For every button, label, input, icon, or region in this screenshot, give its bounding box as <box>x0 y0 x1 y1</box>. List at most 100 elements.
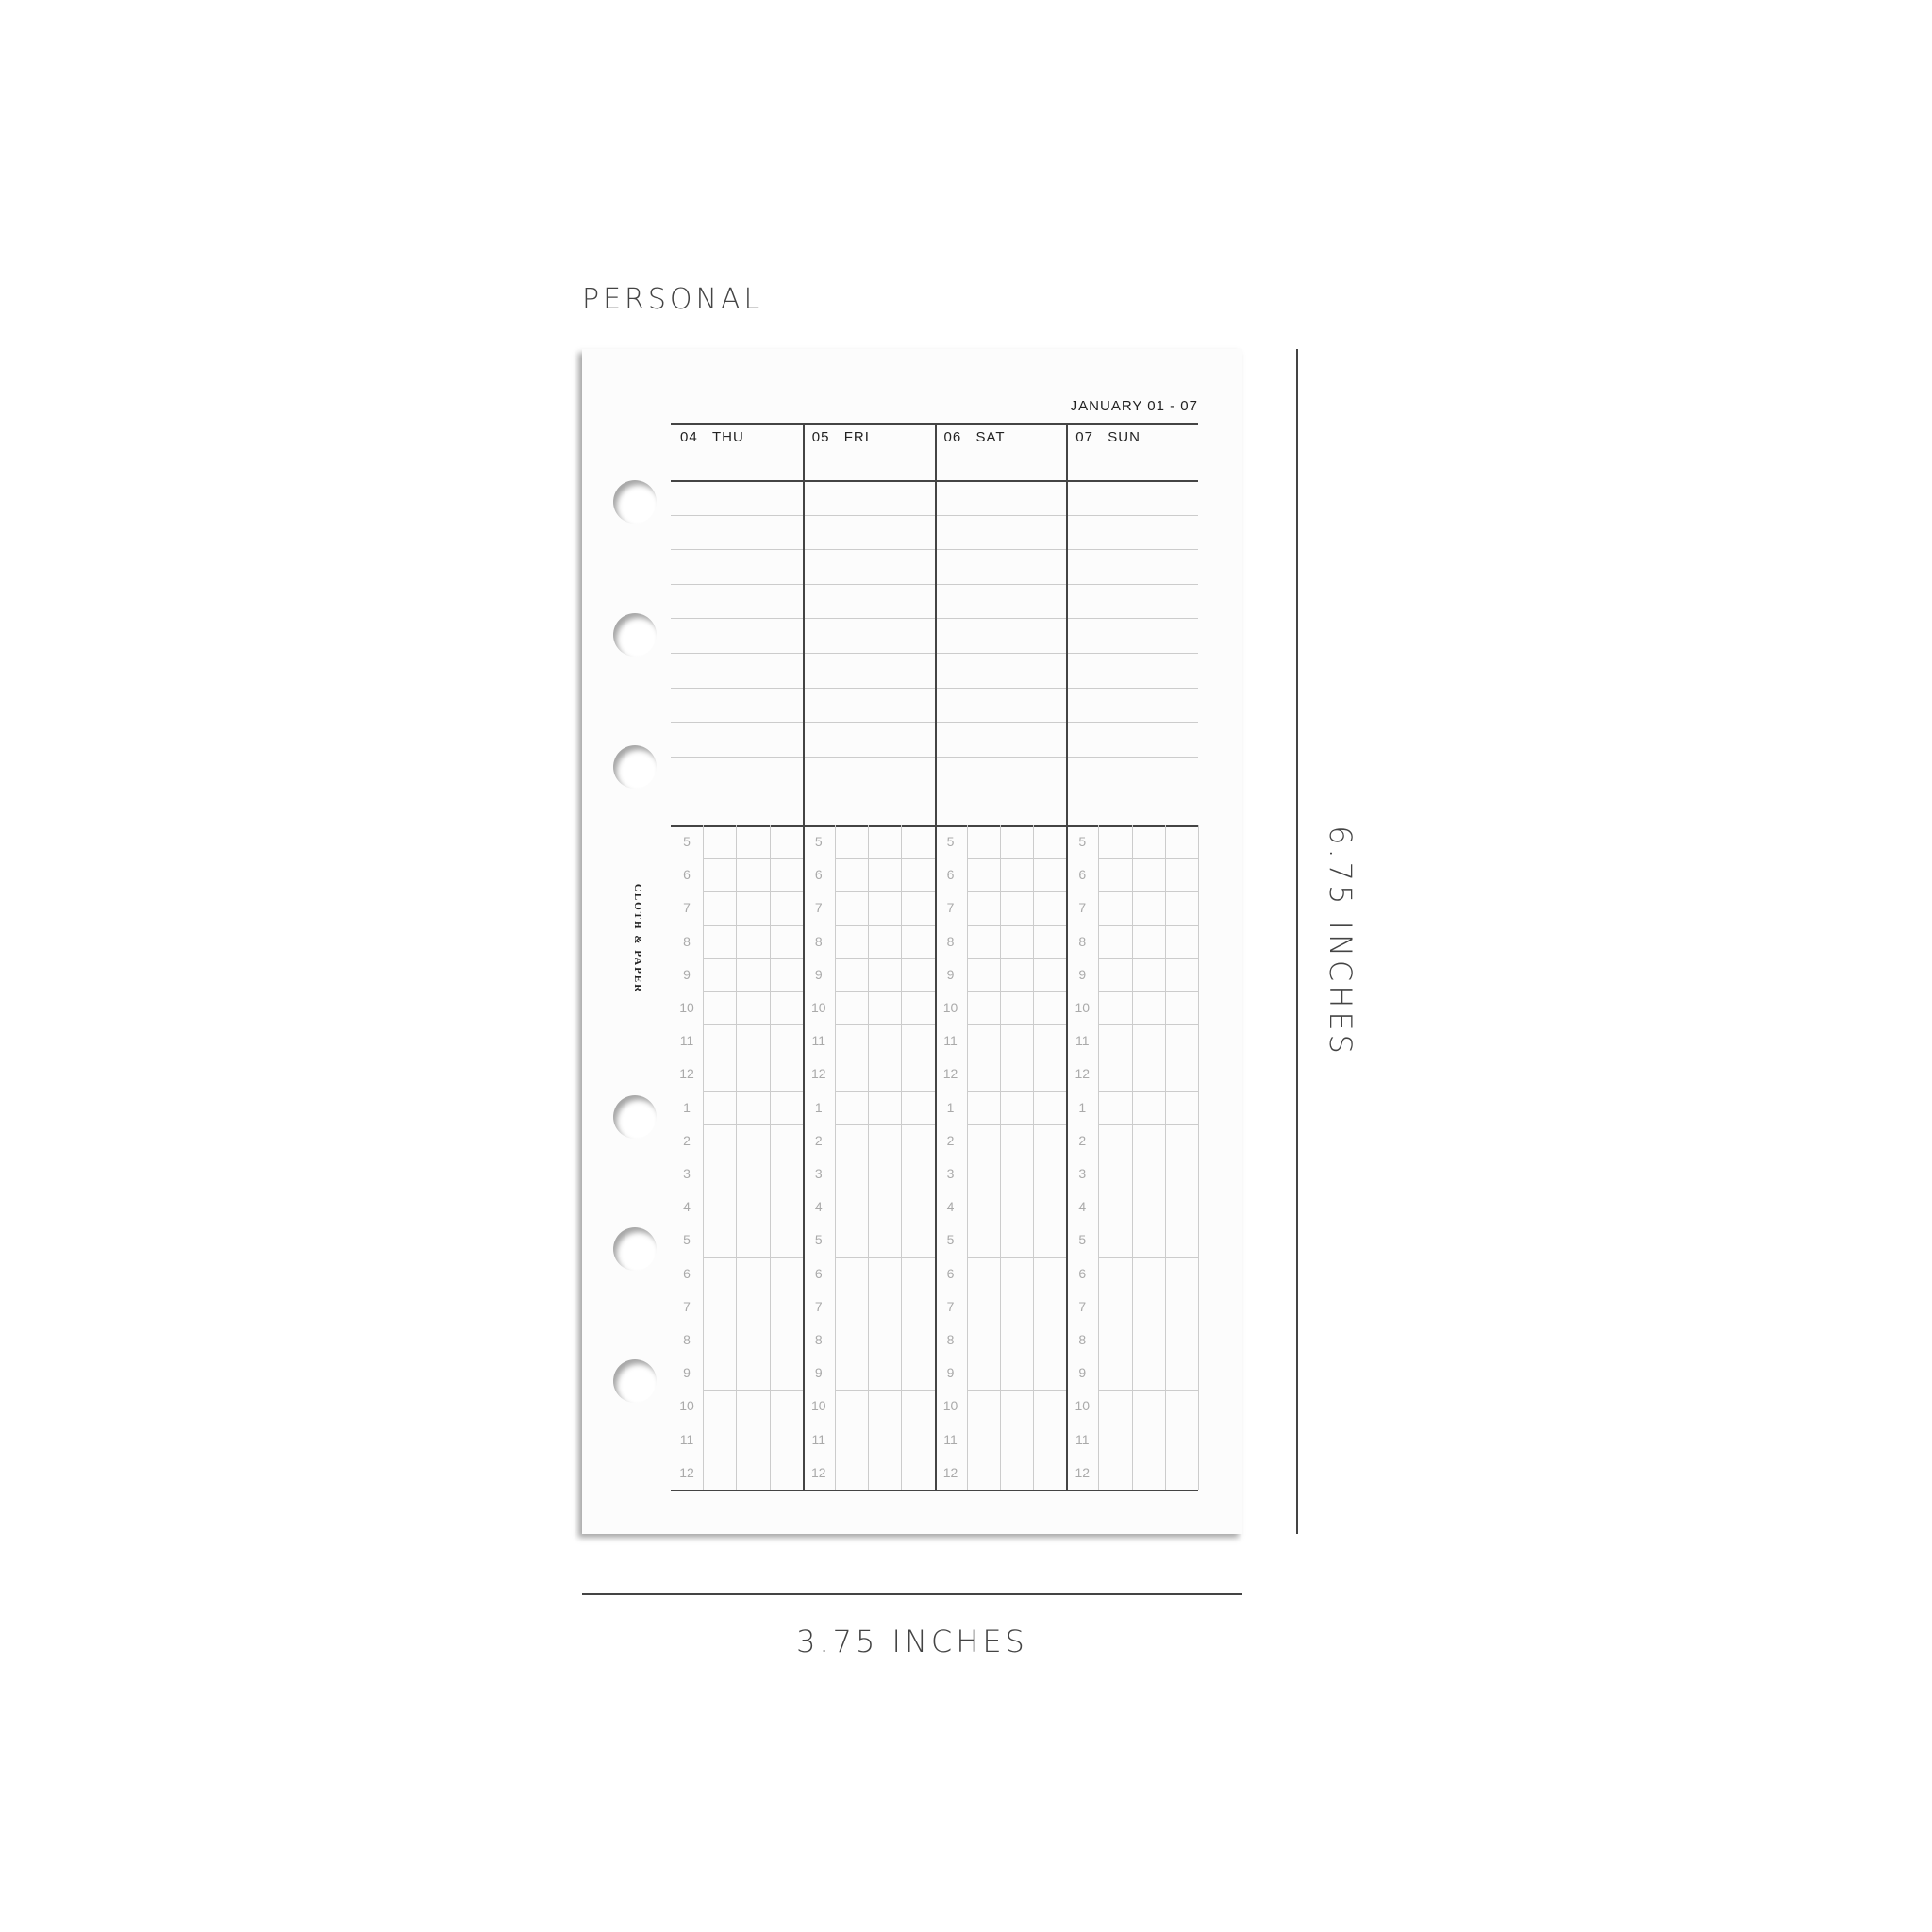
hour-label: 7 <box>1078 1298 1087 1314</box>
hour-label: 5 <box>814 834 823 849</box>
punch-hole-icon <box>613 613 657 657</box>
hour-row-line <box>966 1390 1067 1391</box>
day-number: 04 <box>680 429 698 445</box>
hour-label: 5 <box>683 1232 691 1248</box>
hour-row-line <box>1098 958 1198 959</box>
height-dimension-line <box>1296 349 1298 1534</box>
hour-label: 10 <box>1074 1398 1091 1414</box>
hour-label: 9 <box>814 1365 823 1381</box>
day-divider <box>1066 423 1069 1490</box>
day-divider <box>802 423 805 1490</box>
hour-label: 9 <box>814 966 823 982</box>
hour-label: 7 <box>683 1298 691 1314</box>
hour-row-line <box>834 1024 935 1026</box>
hour-label: 8 <box>683 1332 691 1347</box>
hour-label: 5 <box>1078 1232 1087 1248</box>
hour-label: 9 <box>683 1365 691 1381</box>
hour-label: 5 <box>814 1232 823 1248</box>
hour-label: 11 <box>943 1431 958 1447</box>
hour-label: 10 <box>942 1398 958 1414</box>
width-dimension-line <box>582 1593 1242 1595</box>
punch-hole-icon <box>613 1359 657 1403</box>
hour-row-line <box>834 1124 935 1125</box>
hour-row-line <box>703 1124 803 1125</box>
hour-label: 8 <box>946 933 955 949</box>
day-name: SUN <box>1108 429 1141 445</box>
grid-bottom-line <box>671 1490 1198 1491</box>
hour-row-line <box>966 1024 1067 1026</box>
hour-row-line <box>966 1124 1067 1125</box>
day-number: 05 <box>811 429 830 445</box>
hour-label: 12 <box>942 1464 958 1480</box>
hour-row-line <box>1098 1390 1198 1391</box>
hour-label: 4 <box>814 1199 823 1215</box>
hour-label: 2 <box>683 1132 691 1148</box>
hour-label: 2 <box>814 1132 823 1148</box>
hour-label: 6 <box>946 867 955 883</box>
hour-row-line <box>834 924 935 926</box>
hour-label: 8 <box>683 933 691 949</box>
height-dimension-label: 6.75 INCHES <box>1323 825 1358 1058</box>
hour-row-line <box>966 891 1067 893</box>
day-name: THU <box>712 429 744 445</box>
hour-label: 11 <box>679 1033 694 1049</box>
hour-label: 10 <box>810 1398 826 1414</box>
hour-label: 10 <box>679 1000 694 1015</box>
day-name: FRI <box>843 429 870 445</box>
hour-row-line <box>834 858 935 860</box>
hour-label: 7 <box>814 900 823 916</box>
hour-label: 6 <box>814 1265 823 1281</box>
hour-label: 2 <box>1078 1132 1087 1148</box>
hour-label: 11 <box>1074 1033 1090 1049</box>
hour-label: 12 <box>810 1066 826 1082</box>
hour-row-line <box>966 991 1067 992</box>
hour-label: 4 <box>946 1199 955 1215</box>
hour-label: 5 <box>946 1232 955 1248</box>
hour-row-line <box>834 1390 935 1391</box>
hour-label: 9 <box>1078 966 1087 982</box>
hour-row-line <box>834 1257 935 1258</box>
hour-row-line <box>834 891 935 893</box>
size-label: PERSONAL <box>582 283 764 316</box>
hour-row-line <box>966 858 1067 860</box>
hour-row-line <box>966 924 1067 926</box>
hour-label: 8 <box>814 933 823 949</box>
hour-label: 10 <box>942 1000 958 1015</box>
hour-label: 5 <box>683 834 691 849</box>
hour-row-line <box>703 1390 803 1391</box>
hour-label: 10 <box>679 1398 694 1414</box>
hour-label: 6 <box>683 1265 691 1281</box>
hour-label: 1 <box>946 1099 955 1115</box>
hour-row-line <box>703 958 803 959</box>
hour-row-line <box>966 1257 1067 1258</box>
hour-label: 3 <box>1078 1166 1087 1181</box>
hour-label: 5 <box>946 834 955 849</box>
hour-label: 6 <box>814 867 823 883</box>
hour-label: 2 <box>946 1132 955 1148</box>
hour-label: 9 <box>946 966 955 982</box>
date-range: JANUARY 01 - 07 <box>1070 398 1198 414</box>
hour-label: 9 <box>1078 1365 1087 1381</box>
hour-row-line <box>1098 1257 1198 1258</box>
hour-label: 4 <box>683 1199 691 1215</box>
hour-label: 12 <box>942 1066 958 1082</box>
hour-label: 8 <box>1078 933 1087 949</box>
hour-label: 11 <box>811 1431 826 1447</box>
hour-row-line <box>834 1091 935 1092</box>
hour-label: 8 <box>946 1332 955 1347</box>
day-number: 06 <box>943 429 962 445</box>
hour-label: 12 <box>810 1464 826 1480</box>
hour-label: 11 <box>679 1431 694 1447</box>
hour-label: 6 <box>1078 867 1087 883</box>
hour-label: 3 <box>946 1166 955 1181</box>
hour-label: 12 <box>1074 1066 1091 1082</box>
hour-row-line <box>703 1257 803 1258</box>
hour-label: 6 <box>683 867 691 883</box>
hour-grid-column-line <box>1198 825 1200 1490</box>
hour-label: 12 <box>679 1464 694 1480</box>
hour-row-line <box>703 991 803 992</box>
hour-row-line <box>834 958 935 959</box>
hour-label: 6 <box>1078 1265 1087 1281</box>
hour-row-line <box>703 858 803 860</box>
hour-label: 11 <box>943 1033 958 1049</box>
